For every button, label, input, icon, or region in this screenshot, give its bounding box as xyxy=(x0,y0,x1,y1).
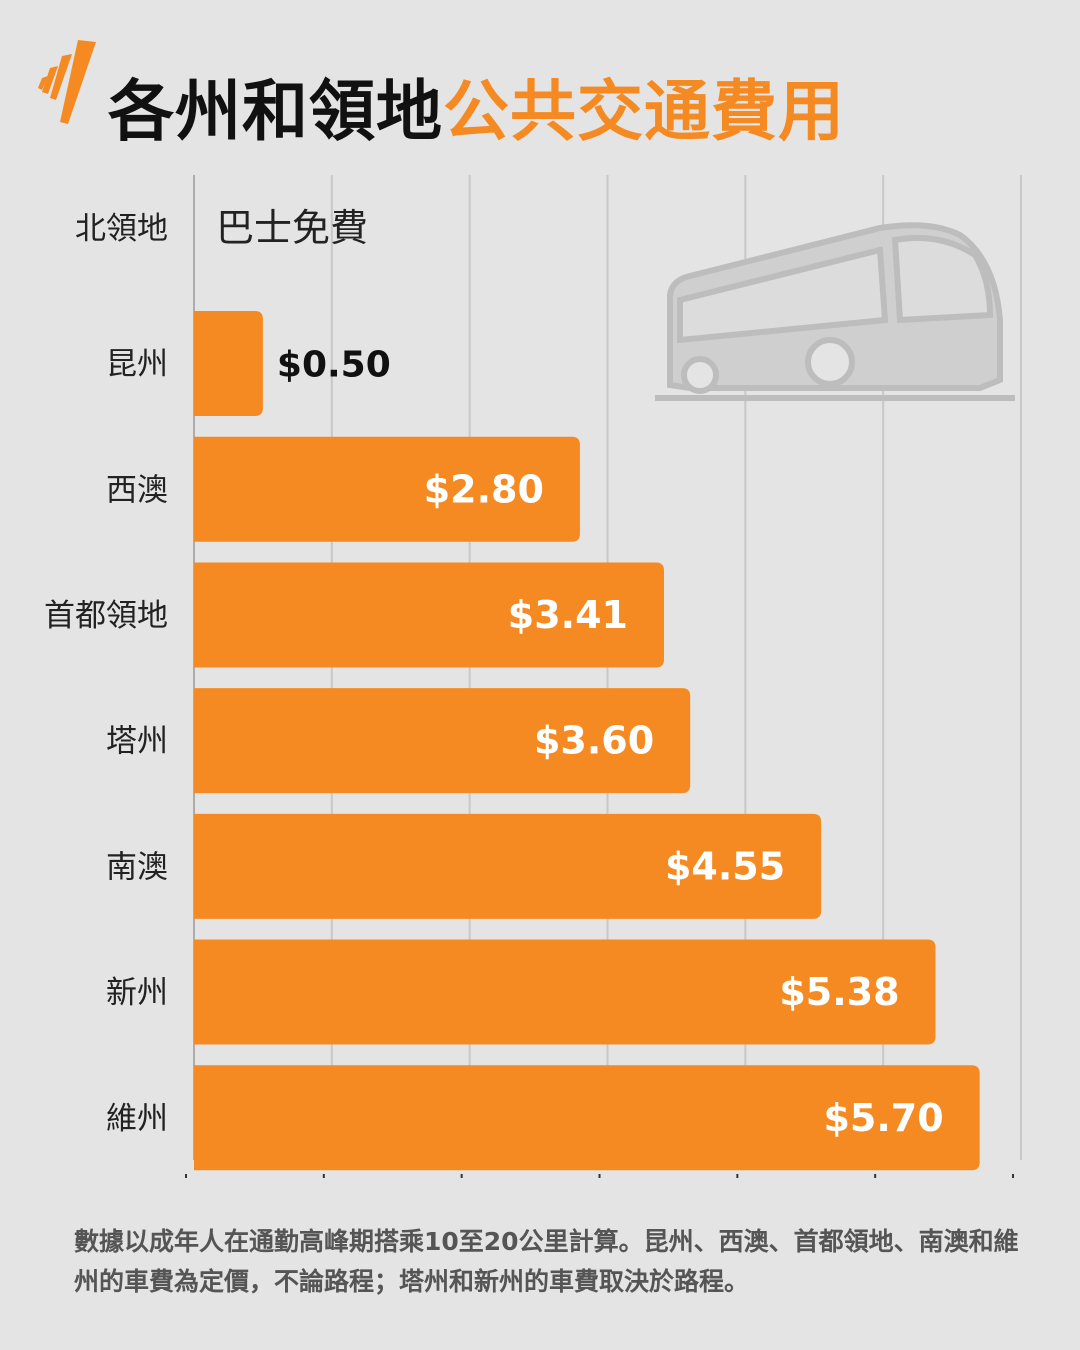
page-title: 各州和領地公共交通費用 xyxy=(108,58,845,154)
category-label: 南澳 xyxy=(106,849,168,885)
data-label: 巴士免費 xyxy=(216,206,368,250)
title-part2: 公共交通費用 xyxy=(443,73,845,150)
category-label: 維州 xyxy=(106,1101,168,1137)
bar xyxy=(194,311,263,417)
footnote: 數據以成年人在通勤高峰期搭乘10至20公里計算。昆州、西澳、首都領地、南澳和維州… xyxy=(74,1227,1019,1296)
data-label: $3.41 xyxy=(508,593,628,637)
bar xyxy=(194,436,580,542)
title-part1: 各州和領地 xyxy=(108,73,443,150)
bar xyxy=(194,939,936,1045)
category-label: 昆州 xyxy=(106,347,168,383)
data-label: $2.80 xyxy=(424,467,544,511)
data-label: $4.55 xyxy=(665,844,785,888)
bar xyxy=(194,688,691,794)
bar xyxy=(194,562,665,668)
data-label: $5.70 xyxy=(823,1096,943,1140)
bar xyxy=(194,813,822,919)
category-label: 西澳 xyxy=(106,472,168,508)
bus-icon xyxy=(655,222,1015,401)
sbs-logo-icon xyxy=(38,40,96,124)
data-label: $5.38 xyxy=(779,970,899,1014)
category-label: 首都領地 xyxy=(44,598,168,634)
category-label: 塔州 xyxy=(106,724,168,760)
category-label: 北領地 xyxy=(75,211,168,247)
bar xyxy=(194,1065,980,1171)
category-label: 新州 xyxy=(106,975,168,1011)
data-label: $0.50 xyxy=(277,345,391,386)
data-label: $3.60 xyxy=(534,719,654,763)
